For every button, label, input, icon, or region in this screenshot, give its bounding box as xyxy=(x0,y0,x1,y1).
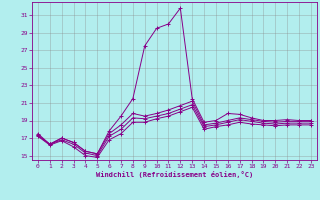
X-axis label: Windchill (Refroidissement éolien,°C): Windchill (Refroidissement éolien,°C) xyxy=(96,171,253,178)
